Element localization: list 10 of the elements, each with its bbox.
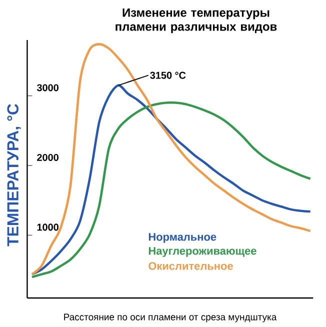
x-axis-title: Расстояние по оси пламени от среза мундштука bbox=[64, 314, 277, 322]
text: Науглероживающее bbox=[148, 247, 256, 257]
chart-title: Изменение температуры пламени различных видов bbox=[116, 8, 277, 34]
y-tick-label: 1000 bbox=[37, 224, 58, 231]
text: Нормальное bbox=[148, 233, 216, 243]
text: Окислительное bbox=[148, 262, 233, 270]
y-tick-label: 3000 bbox=[36, 84, 58, 92]
y-tick-label: 2000 bbox=[37, 154, 58, 161]
annotation: 3150 °C bbox=[150, 72, 186, 79]
y-axis-title: ТЕМПЕРАТУРА, °C bbox=[7, 104, 21, 246]
